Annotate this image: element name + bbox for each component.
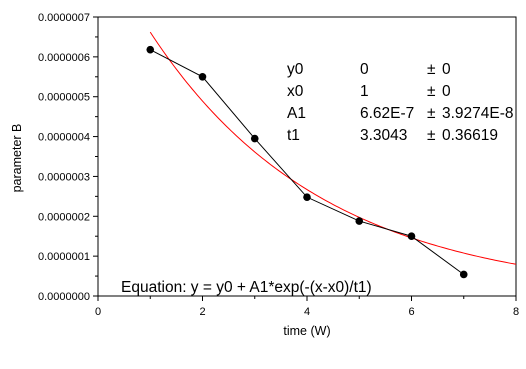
x-tick-label: 6 — [408, 306, 414, 318]
x-axis-label: time (W) — [283, 324, 330, 338]
param-value-A1: 6.62E-7 — [360, 105, 414, 122]
data-points — [146, 45, 468, 279]
y-tick-label: 0.0000003 — [38, 171, 90, 183]
data-point — [355, 217, 364, 225]
param-name-x0: x0 — [287, 83, 304, 100]
param-value-y0: 0 — [360, 61, 369, 78]
equation-text: Equation: y = y0 + A1*exp(-(x-x0)/t1) — [121, 279, 372, 296]
data-point — [146, 45, 155, 54]
x-tick-label: 4 — [304, 306, 310, 318]
param-value-t1: 3.3043 — [360, 127, 407, 144]
fit-curve-line — [149, 31, 517, 265]
param-err-t1: 0.36619 — [442, 127, 498, 144]
data-series-line — [150, 49, 465, 275]
y-axis-label: parameter B — [10, 124, 24, 193]
param-err-y0: 0 — [442, 61, 451, 78]
data-point — [459, 270, 468, 279]
y-tick-label: 0.0000007 — [38, 12, 90, 24]
param-name-y0: y0 — [287, 61, 304, 78]
param-err-A1: 3.9274E-8 — [442, 105, 514, 122]
data-point — [198, 72, 207, 81]
param-value-x0: 1 — [360, 83, 369, 100]
param-pm-A1: ± — [427, 105, 436, 122]
param-pm-t1: ± — [427, 127, 436, 144]
param-name-t1: t1 — [287, 127, 300, 144]
param-name-A1: A1 — [287, 105, 306, 122]
y-tick-label: 0.0000002 — [38, 211, 90, 223]
param-pm-x0: ± — [427, 83, 436, 100]
plot-frame — [97, 16, 517, 297]
data-point — [250, 134, 259, 143]
y-tick-label: 0.0000000 — [38, 291, 90, 303]
x-tick-label: 0 — [95, 306, 101, 318]
y-tick-label: 0.0000005 — [38, 92, 90, 104]
param-pm-y0: ± — [427, 61, 436, 78]
y-tick-label: 0.0000004 — [38, 132, 90, 144]
x-tick-label: 2 — [199, 306, 205, 318]
data-point — [407, 232, 416, 241]
y-tick-label: 0.0000006 — [38, 52, 90, 64]
x-axis-ticks: 0 2 4 6 8 — [95, 296, 519, 318]
parameter-table: y0 0 ± 0 x0 1 ± 0 A1 6.62E-7 ± 3.9274E-8… — [287, 61, 514, 144]
param-err-x0: 0 — [442, 83, 451, 100]
y-tick-label: 0.0000001 — [38, 251, 90, 263]
data-point — [303, 193, 311, 201]
x-tick-label: 8 — [513, 306, 519, 318]
y-axis-ticks: 0.0000000 0.0000001 0.0000002 0.0000003 0.00… — [38, 12, 98, 303]
